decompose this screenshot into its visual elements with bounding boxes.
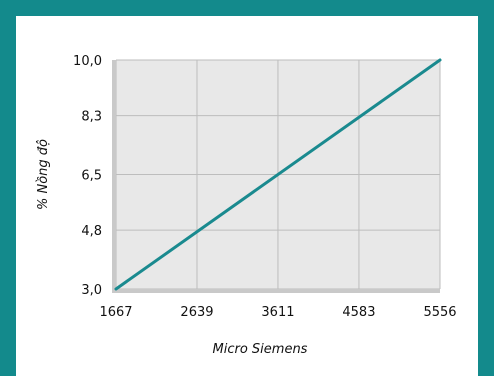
chart-card: 10,0 8,3 6,5 4,8 3,0 1667 2639 3611 4583 5556 % …	[16, 16, 478, 376]
x-tick-label: 1667	[99, 305, 132, 320]
x-tick-label: 4583	[342, 305, 375, 320]
x-axis-bar	[112, 289, 440, 293]
y-axis-bar	[112, 60, 116, 293]
series-group	[114, 58, 442, 291]
y-tick-label: 4,8	[81, 224, 102, 239]
x-tick-label: 5556	[423, 305, 456, 320]
y-axis-title: % Nồng độ	[36, 139, 51, 210]
y-tick-label: 8,3	[81, 110, 102, 125]
y-tick-label: 6,5	[81, 169, 102, 184]
y-tick-label: 10,0	[73, 54, 102, 69]
series-line	[114, 58, 442, 291]
x-tick-label: 2639	[180, 305, 213, 320]
y-tick-label: 3,0	[81, 283, 102, 298]
x-tick-labels: 1667 2639 3611 4583 5556	[99, 305, 456, 320]
y-tick-labels: 10,0 8,3 6,5 4,8 3,0	[73, 54, 102, 298]
x-axis-title: Micro Siemens	[213, 342, 308, 357]
line-chart: 10,0 8,3 6,5 4,8 3,0 1667 2639 3611 4583 5556 % …	[36, 54, 457, 357]
x-tick-label: 3611	[261, 305, 294, 320]
